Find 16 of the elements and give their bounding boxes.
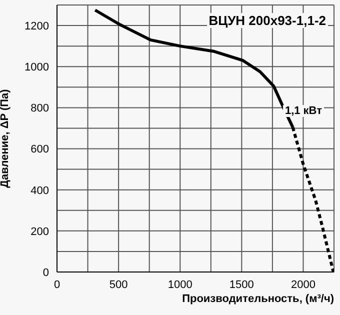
x-tick-label: 500 [109,278,128,291]
x-tick-label: 0 [54,278,60,291]
y-tick-label: 600 [30,144,49,156]
x-tick-label: 1000 [168,278,192,291]
y-tick-label: 400 [30,184,49,197]
text: ВЦУН 200x93-1,1-2 [206,13,328,28]
y-axis-title: Давление, ΔP (Па) [0,88,11,188]
y-tick-label: 200 [30,226,49,238]
x-tick-label: 1500 [229,278,254,291]
y-tick-label: 1000 [24,62,49,74]
x-axis-title: Производительность, (м³/ч) [182,293,334,305]
y-tick-label: 800 [30,102,49,115]
x-tick-label: 2000 [290,278,316,291]
y-tick-label: 1200 [24,20,49,32]
annotation: 1,1 кВт [282,105,324,117]
y-tick-label: 0 [42,266,49,279]
